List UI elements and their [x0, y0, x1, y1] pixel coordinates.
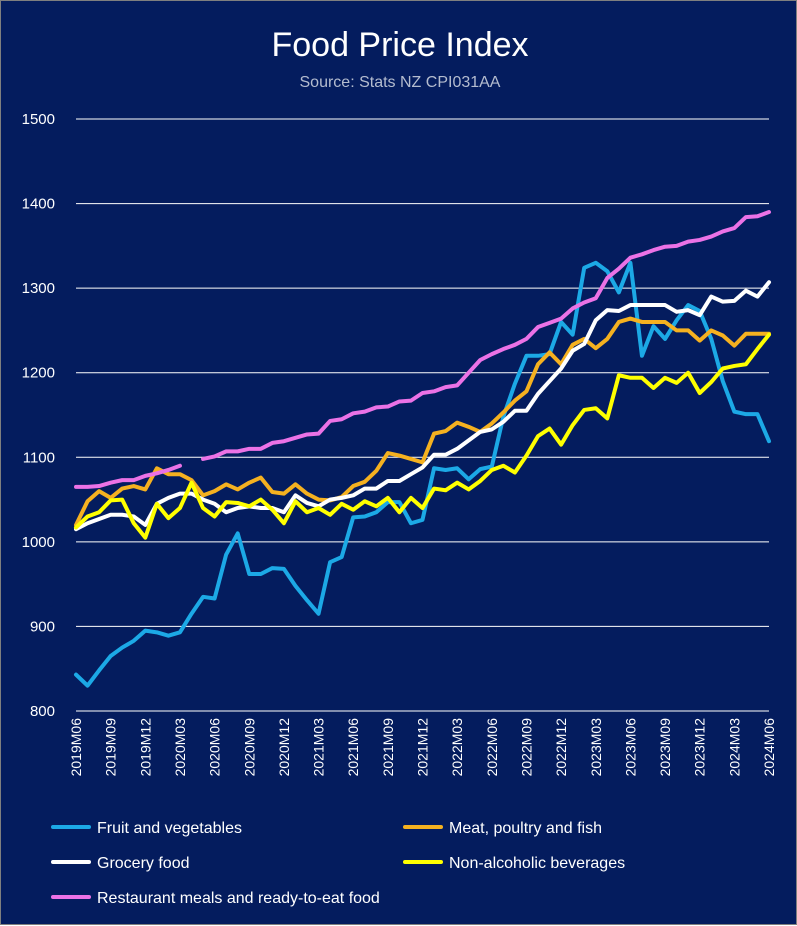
- x-tick-label: 2021M03: [311, 718, 327, 777]
- legend-label: Fruit and vegetables: [97, 820, 242, 837]
- y-tick-label: 1500: [22, 111, 55, 128]
- x-tick-label: 2023M09: [657, 718, 673, 777]
- x-tick-label: 2020M03: [172, 718, 188, 777]
- legend-item-fruit-and-vegetables: Fruit and vegetables: [51, 820, 242, 837]
- x-tick-label: 2019M06: [68, 718, 84, 777]
- y-axis-ticks: 800 900 1000 1100 1200 1300 1400 1500: [22, 111, 55, 720]
- y-tick-label: 1000: [22, 534, 55, 551]
- series-line-non-alcoholic-beverages: [74, 332, 771, 540]
- legend-item-restaurant-meals-and-ready-to-eat-food: Restaurant meals and ready-to-eat food: [51, 890, 380, 907]
- plot-series: [74, 210, 771, 688]
- y-tick-label: 1100: [23, 449, 55, 466]
- legend-label: Non-alcoholic beverages: [449, 855, 625, 872]
- x-tick-label: 2020M09: [241, 718, 257, 777]
- legend-label: Restaurant meals and ready-to-eat food: [97, 890, 380, 907]
- series-line-fruit-and-vegetables: [74, 260, 771, 688]
- series-line-meat-poultry-and-fish: [74, 316, 771, 527]
- x-tick-label: 2023M12: [692, 718, 708, 777]
- x-tick-label: 2023M06: [622, 718, 638, 777]
- x-tick-label: 2022M06: [484, 718, 500, 777]
- legend-item-non-alcoholic-beverages: Non-alcoholic beverages: [403, 855, 625, 872]
- x-tick-label: 2021M06: [345, 718, 361, 777]
- legend-item-grocery-food: Grocery food: [51, 855, 189, 872]
- legend-item-meat-poultry-and-fish: Meat, poultry and fish: [403, 820, 602, 837]
- x-tick-label: 2020M06: [207, 718, 223, 777]
- x-tick-label: 2022M03: [449, 718, 465, 777]
- chart-subtitle: Source: Stats NZ CPI031AA: [300, 74, 501, 91]
- x-tick-label: 2020M12: [276, 718, 292, 777]
- y-tick-label: 1300: [22, 280, 55, 297]
- x-tick-label: 2021M12: [415, 718, 431, 777]
- legend-label: Grocery food: [97, 855, 189, 872]
- x-tick-label: 2023M03: [588, 718, 604, 777]
- gridlines: [76, 118, 769, 712]
- y-tick-label: 1400: [22, 196, 55, 213]
- y-tick-label: 1200: [22, 365, 55, 382]
- series-line-restaurant-meals-and-ready-to-eat-food: [74, 210, 771, 489]
- series-line-grocery-food: [74, 280, 771, 532]
- legend-label: Meat, poultry and fish: [449, 820, 602, 837]
- chart-title: Food Price Index: [271, 26, 528, 64]
- y-tick-label: 800: [30, 703, 55, 720]
- legend: Fruit and vegetables Meat, poultry and fi…: [51, 820, 625, 907]
- x-tick-label: 2022M09: [518, 718, 534, 777]
- x-tick-label: 2022M12: [553, 718, 569, 777]
- x-tick-label: 2024M06: [761, 718, 777, 777]
- x-tick-label: 2019M09: [103, 718, 119, 777]
- x-tick-label: 2024M03: [726, 718, 742, 777]
- x-tick-label: 2021M09: [380, 718, 396, 777]
- y-tick-label: 900: [30, 618, 55, 635]
- x-tick-label: 2019M12: [137, 718, 153, 777]
- x-axis-ticks: 2019M06 2019M09 2019M12 2020M03 2020M06 2020M…: [68, 718, 777, 777]
